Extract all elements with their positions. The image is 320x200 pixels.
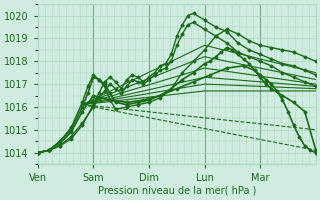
X-axis label: Pression niveau de la mer( hPa ): Pression niveau de la mer( hPa ) [98, 186, 256, 196]
